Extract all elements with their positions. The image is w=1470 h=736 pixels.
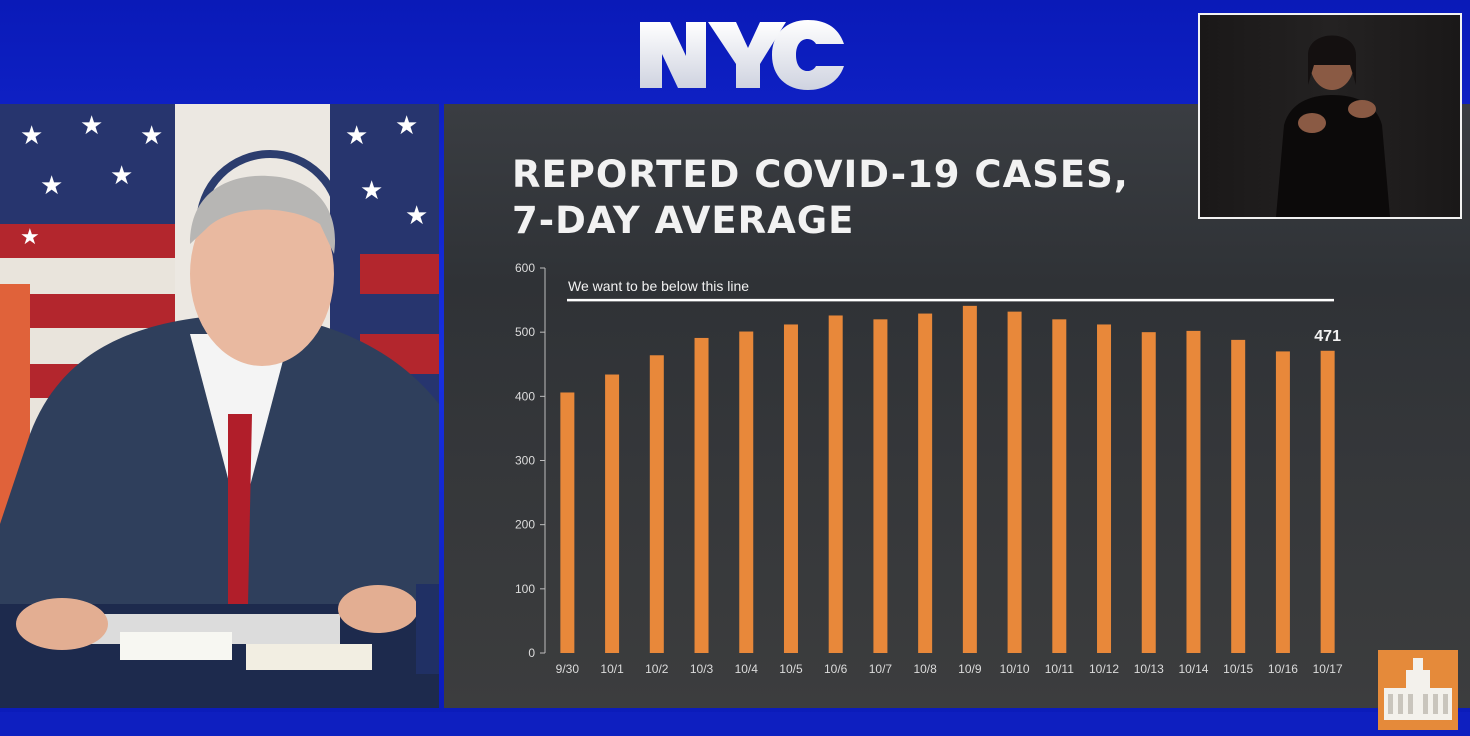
interpreter-scene <box>1276 35 1390 217</box>
bar <box>918 313 933 653</box>
threshold-line-group: We want to be below this line <box>567 278 1334 302</box>
svg-text:★: ★ <box>110 160 133 190</box>
x-tick-label: 10/8 <box>913 662 937 676</box>
y-tick-label: 500 <box>515 325 535 339</box>
bar <box>1007 311 1022 653</box>
bar <box>783 324 798 653</box>
y-tick-label: 100 <box>515 582 535 596</box>
threshold-label: We want to be below this line <box>568 278 749 294</box>
bar <box>1097 324 1112 653</box>
y-tick-label: 200 <box>515 518 535 532</box>
x-tick-label: 10/17 <box>1313 662 1343 676</box>
y-axis: 0 100 200 300 400 500 600 <box>515 261 546 660</box>
x-tick-label: 10/12 <box>1089 662 1119 676</box>
x-tick-label: 10/11 <box>1045 662 1074 676</box>
x-tick-label: 10/14 <box>1178 662 1208 676</box>
cases-bar-chart: 0 100 200 300 400 500 600 9/30 10/1 10/2 10/3 10/4… <box>515 261 1343 676</box>
x-tick-label: 10/7 <box>869 662 893 676</box>
slide-title: REPORTED COVID-19 CASES, 7-DAY AVERAGE <box>512 153 1129 242</box>
bar <box>1186 330 1201 653</box>
bar <box>1275 351 1290 653</box>
x-tick-label: 10/4 <box>735 662 759 676</box>
x-tick-label: 10/13 <box>1134 662 1164 676</box>
x-tick-label: 10/15 <box>1223 662 1253 676</box>
svg-text:★: ★ <box>20 224 40 249</box>
bar <box>828 315 843 653</box>
svg-text:★: ★ <box>20 120 43 150</box>
y-tick-label: 600 <box>515 261 535 275</box>
bottom-broadcast-bar <box>0 712 1470 736</box>
x-tick-label: 10/6 <box>824 662 848 676</box>
bar <box>1320 350 1335 653</box>
svg-text:★: ★ <box>345 120 368 150</box>
speaker-camera-feed: ★ ★ ★ ★ ★ ★ ★ ★ ★ ★ <box>0 104 439 708</box>
nyc-logo <box>640 20 844 90</box>
bar <box>1231 339 1246 653</box>
x-tick-label: 10/5 <box>779 662 803 676</box>
x-tick-label: 10/16 <box>1268 662 1298 676</box>
svg-text:★: ★ <box>80 110 103 140</box>
bar <box>649 355 664 653</box>
svg-text:★: ★ <box>405 200 428 230</box>
bar <box>1141 332 1156 653</box>
sign-language-interpreter-feed <box>1198 13 1462 219</box>
x-tick-label: 10/2 <box>645 662 669 676</box>
y-tick-label: 0 <box>528 646 535 660</box>
bar <box>962 305 977 653</box>
y-tick-label: 400 <box>515 389 535 403</box>
bar <box>1052 319 1067 653</box>
speaker-scene: ★ ★ ★★ ★★ ★ ★ ★★ <box>0 104 439 708</box>
svg-text:★: ★ <box>40 170 63 200</box>
x-tick-label: 10/3 <box>690 662 714 676</box>
star-icon: ★ ★ ★★ ★★ <box>20 110 163 249</box>
svg-text:★: ★ <box>140 120 163 150</box>
y-tick-label: 300 <box>515 454 535 468</box>
bar <box>739 331 754 653</box>
bar <box>694 337 709 653</box>
bar-series <box>560 305 1335 653</box>
data-labels: 471 <box>1314 328 1341 345</box>
svg-text:★: ★ <box>360 175 383 205</box>
bar <box>560 392 575 653</box>
bar <box>605 374 620 653</box>
svg-text:★: ★ <box>395 110 418 140</box>
bar-value-label: 471 <box>1314 328 1341 345</box>
x-tick-label: 9/30 <box>556 662 580 676</box>
bar <box>873 319 888 653</box>
x-axis-labels: 9/30 10/1 10/2 10/3 10/4 10/5 10/6 10/7 10/8 10/9… <box>556 662 1343 676</box>
x-tick-label: 10/9 <box>958 662 982 676</box>
x-tick-label: 10/1 <box>600 662 624 676</box>
x-tick-label: 10/10 <box>1000 662 1030 676</box>
city-hall-logo <box>1378 650 1458 730</box>
